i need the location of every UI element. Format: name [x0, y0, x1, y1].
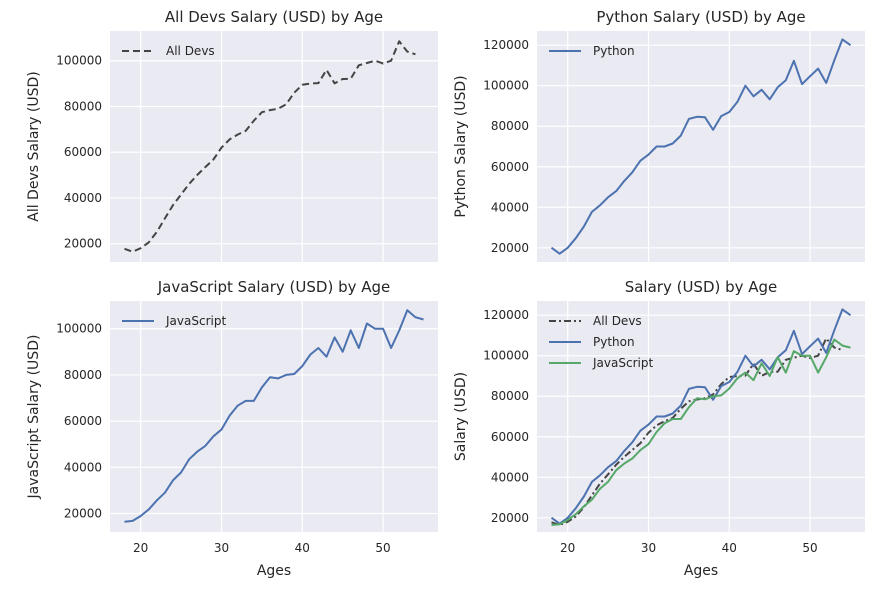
x-tick-label: 50: [375, 541, 390, 555]
y-tick-label: 60000: [64, 414, 102, 428]
series-line-python: [550, 38, 852, 255]
x-tick-label: 20: [560, 541, 575, 555]
y-axis-label: Python Salary (USD): [453, 75, 469, 217]
x-tick-label: 40: [295, 541, 310, 555]
y-tick-label: 40000: [491, 200, 529, 214]
y-tick-label: 120000: [483, 308, 529, 322]
plot-area: [537, 31, 865, 262]
series-line-javascript: [124, 309, 424, 523]
subplot-3: 20000 40000 60000 80000 100000 20 30 40 50 JavaSc…: [26, 278, 438, 579]
chart-title: Salary (USD) by Age: [625, 278, 778, 296]
x-axis-label: Ages: [684, 563, 718, 579]
y-axis-label: Salary (USD): [453, 372, 469, 461]
series-line-javascript: [551, 338, 851, 526]
legend-label: Python: [593, 44, 635, 58]
x-tick-label: 50: [802, 541, 817, 555]
y-tick-label: 20000: [64, 237, 102, 251]
chart-title: Python Salary (USD) by Age: [596, 8, 805, 26]
legend: All Devs Python JavaScript: [549, 314, 653, 370]
y-tick-label: 60000: [64, 145, 102, 159]
y-tick-label: 80000: [491, 389, 529, 403]
y-tick-label: 60000: [491, 160, 529, 174]
plot-area: [537, 301, 865, 532]
y-tick-label: 40000: [64, 191, 102, 205]
series-line-all-devs: [124, 40, 416, 253]
y-tick-label: 60000: [491, 430, 529, 444]
y-tick-label: 80000: [64, 368, 102, 382]
legend-label: JavaScript: [165, 314, 226, 328]
y-axis-label: All Devs Salary (USD): [26, 71, 42, 222]
y-tick-label: 100000: [483, 79, 529, 93]
subplot-1: 20000 40000 60000 80000 100000 All Devs Salar…: [26, 8, 438, 262]
y-tick-label: 80000: [491, 119, 529, 133]
legend-label: Python: [593, 335, 635, 349]
x-axis-label: Ages: [257, 563, 291, 579]
x-tick-label: 30: [641, 541, 656, 555]
y-tick-label: 40000: [64, 460, 102, 474]
y-tick-label: 20000: [64, 507, 102, 521]
y-tick-label: 100000: [56, 322, 102, 336]
legend-label: JavaScript: [592, 356, 653, 370]
legend: All Devs: [122, 44, 215, 58]
subplot-4: 20000 40000 60000 80000 100000 120000 20 30 40 50…: [453, 278, 865, 579]
y-tick-label: 20000: [491, 241, 529, 255]
series-line-python: [550, 308, 852, 525]
y-tick-label: 100000: [56, 54, 102, 68]
chart-title: JavaScript Salary (USD) by Age: [157, 278, 391, 296]
x-tick-label: 30: [214, 541, 229, 555]
y-axis-label: JavaScript Salary (USD): [26, 335, 42, 500]
x-tick-label: 20: [133, 541, 148, 555]
legend-label: All Devs: [593, 314, 642, 328]
chart-title: All Devs Salary (USD) by Age: [165, 8, 383, 26]
legend: JavaScript: [122, 314, 226, 328]
y-tick-label: 40000: [491, 470, 529, 484]
y-tick-label: 100000: [483, 349, 529, 363]
y-tick-label: 120000: [483, 38, 529, 52]
x-tick-label: 40: [722, 541, 737, 555]
y-tick-label: 20000: [491, 511, 529, 525]
legend-label: All Devs: [166, 44, 215, 58]
y-tick-label: 80000: [64, 99, 102, 113]
legend: Python: [549, 44, 635, 58]
subplot-2: 20000 40000 60000 80000 100000 120000 Python S…: [453, 8, 865, 262]
